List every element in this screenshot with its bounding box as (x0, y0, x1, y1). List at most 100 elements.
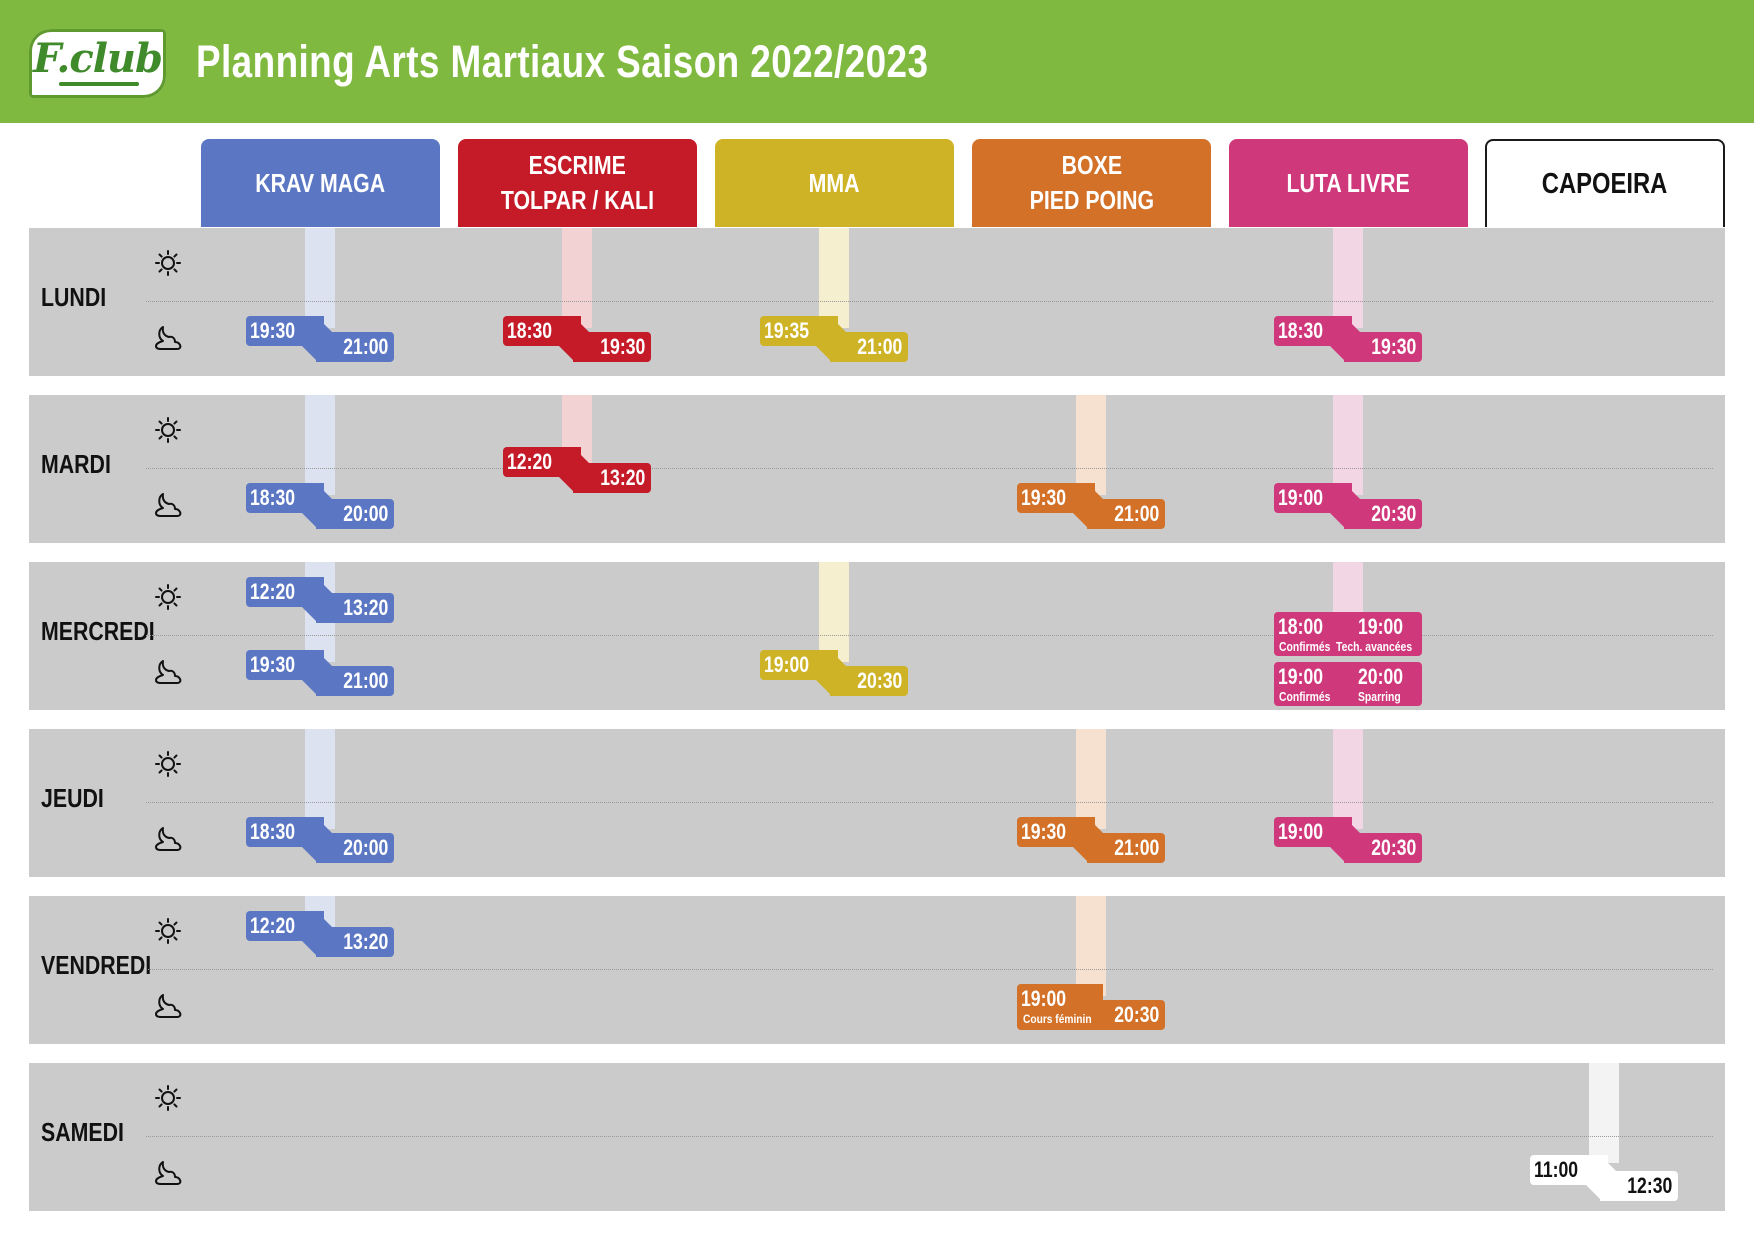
slot-mma-lundi: 19:35 21:00 (760, 316, 908, 362)
end-time: 20:00 (342, 835, 388, 860)
start-time: 12:20 (507, 449, 553, 474)
slot-krav-mardi: 18:30 20:00 (246, 483, 394, 529)
slot-boxe-jeudi: 19:30 21:00 (1017, 817, 1165, 863)
page-title: Planning Arts Martiaux Saison 2022/2023 (196, 36, 929, 87)
sun-icon (155, 584, 181, 610)
start-time: 11:00 (1534, 1157, 1579, 1182)
strip-escrime (562, 228, 592, 328)
slot-luta-mercredi-1: 18:00 19:00 Confirmés Tech. avancées (1274, 612, 1422, 656)
col-header-label-2: PIED POING (1029, 185, 1154, 215)
col-header-luta-livre: LUTA LIVRE (1229, 139, 1468, 227)
slot-boxe-vendredi: 19:00 20:30 Cours féminin (1017, 984, 1165, 1030)
end-time: 20:00 (342, 501, 388, 526)
start-time: 18:30 (1278, 318, 1324, 343)
end-time: 19:30 (599, 334, 645, 359)
divider (146, 468, 1713, 469)
col-header-label: ESCRIME (528, 150, 627, 180)
end-note: Tech. avancées (1336, 639, 1413, 654)
start-note: Confirmés (1279, 639, 1331, 654)
col-header-label: LUTA LIVRE (1286, 167, 1411, 198)
moon-icon (153, 324, 183, 350)
start-time: 18:00 (1278, 614, 1324, 639)
day-row-mardi: MARDI 18:30 20:00 12:20 13:20 19:30 21:0… (29, 395, 1725, 543)
end-time: 21:00 (856, 334, 902, 359)
strip-boxe (1076, 896, 1106, 996)
sun-icon (155, 918, 181, 944)
slot-krav-lundi: 19:30 21:00 (246, 316, 394, 362)
slot-capoeira-samedi: 11:00 12:30 (1530, 1155, 1678, 1201)
divider (146, 301, 1713, 302)
moon-icon (153, 992, 183, 1018)
slot-luta-mercredi-2: 19:00 20:00 Confirmés Sparring (1274, 662, 1422, 706)
end-time: 13:20 (599, 465, 645, 490)
sun-icon (155, 751, 181, 777)
divider (146, 635, 1713, 636)
slot-boxe-mardi: 19:30 21:00 (1017, 483, 1165, 529)
start-time: 19:35 (764, 318, 810, 343)
slot-krav-mercredi-soir: 19:30 21:00 (246, 650, 394, 696)
end-time: 13:20 (342, 929, 388, 954)
day-label: MERCREDI (41, 616, 155, 646)
slot-luta-mardi: 19:00 20:30 (1274, 483, 1422, 529)
sun-icon (155, 1085, 181, 1111)
end-time: 21:00 (342, 668, 388, 693)
end-time: 13:20 (342, 595, 388, 620)
moon-icon (153, 491, 183, 517)
start-note: Confirmés (1279, 689, 1331, 704)
end-time: 20:30 (1370, 501, 1416, 526)
divider (146, 1136, 1713, 1137)
start-time: 19:00 (1278, 664, 1324, 689)
strip-luta (1333, 395, 1363, 495)
slot-mma-mercredi: 19:00 20:30 (760, 650, 908, 696)
col-header-label-2: TOLPAR / KALI (500, 185, 655, 215)
end-time: 21:00 (1113, 835, 1159, 860)
start-time: 12:20 (250, 579, 296, 604)
start-time: 19:30 (1021, 819, 1067, 844)
start-time: 18:30 (250, 485, 296, 510)
start-time: 19:30 (250, 652, 296, 677)
slot-krav-jeudi: 18:30 20:00 (246, 817, 394, 863)
day-row-samedi: SAMEDI 11:00 12:30 (29, 1063, 1725, 1211)
col-header-escrime: ESCRIME TOLPAR / KALI (458, 139, 697, 227)
day-row-jeudi: JEUDI 18:30 20:00 19:30 21:00 19:00 20:3… (29, 729, 1725, 877)
slot-krav-vendredi: 12:20 13:20 (246, 911, 394, 957)
end-time: 20:30 (1113, 1002, 1159, 1027)
start-time: 19:00 (1278, 819, 1324, 844)
slot-luta-lundi: 18:30 19:30 (1274, 316, 1422, 362)
end-time: 21:00 (342, 334, 388, 359)
start-time: 18:30 (250, 819, 296, 844)
course-note: Cours féminin (1023, 1012, 1092, 1026)
divider (146, 802, 1713, 803)
start-time: 19:00 (1278, 485, 1324, 510)
day-label: VENDREDI (41, 950, 152, 980)
strip-boxe (1076, 729, 1106, 829)
day-label: MARDI (41, 449, 111, 479)
logo-swoosh (59, 82, 139, 86)
sun-icon (155, 250, 181, 276)
col-header-label: CAPOEIRA (1542, 167, 1668, 200)
col-header-krav-maga: KRAV MAGA (201, 139, 440, 227)
strip-krav (305, 395, 335, 495)
start-time: 19:00 (764, 652, 810, 677)
strip-luta (1333, 729, 1363, 829)
divider (146, 969, 1713, 970)
col-header-boxe: BOXE PIED POING (972, 139, 1211, 227)
end-time: 21:00 (1113, 501, 1159, 526)
start-time: 12:20 (250, 913, 296, 938)
col-header-mma: MMA (715, 139, 954, 227)
day-row-lundi: LUNDI 19:30 21:00 18:30 19:30 19:35 21:0… (29, 228, 1725, 376)
strip-krav (305, 729, 335, 829)
col-header-label: KRAV MAGA (255, 167, 386, 198)
start-time: 18:30 (507, 318, 553, 343)
col-header-label: BOXE (1061, 150, 1122, 180)
slot-krav-mercredi-midi: 12:20 13:20 (246, 577, 394, 623)
slot-escrime-lundi: 18:30 19:30 (503, 316, 651, 362)
strip-capoeira (1589, 1063, 1619, 1163)
moon-icon (153, 825, 183, 851)
sun-icon (155, 417, 181, 443)
strip-boxe (1076, 395, 1106, 495)
end-note: Sparring (1358, 689, 1401, 704)
day-row-mercredi: MERCREDI 12:20 13:20 19:30 21:00 19:00 2… (29, 562, 1725, 710)
end-time: 20:30 (1370, 835, 1416, 860)
col-header-capoeira: CAPOEIRA (1485, 139, 1725, 227)
